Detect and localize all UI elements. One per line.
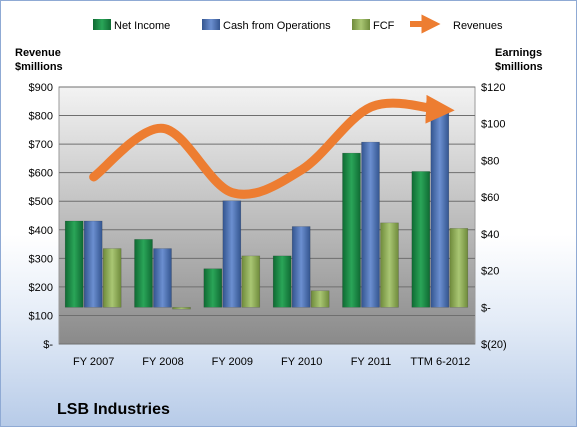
gridlines	[59, 86, 475, 345]
bar-cash-from-operations	[291, 226, 311, 308]
left-tick-label: $900	[29, 82, 53, 94]
x-tick-label: FY 2011	[351, 356, 392, 368]
bar-fcf	[380, 222, 399, 308]
bar-fcf	[102, 248, 122, 308]
legend-label-revenues: Revenues	[453, 20, 503, 32]
right-tick-label: $40	[481, 229, 499, 241]
bar-cash-from-operations	[430, 110, 450, 308]
legend-label-cash-ops: Cash from Operations	[223, 20, 331, 32]
x-tick-label: TTM 6-2012	[410, 356, 470, 368]
bar-cash-from-operations	[153, 248, 172, 308]
left-axis-title-line1: Revenue	[15, 47, 61, 59]
left-tick-label: $500	[29, 196, 53, 208]
bar-cash-from-operations	[222, 200, 242, 308]
x-tick-label: FY 2009	[212, 356, 253, 368]
legend-swatch-net-income	[93, 19, 111, 30]
right-axis-title-line1: Earnings	[495, 47, 542, 59]
bar-fcf	[241, 255, 261, 308]
right-tick-label: $60	[481, 192, 499, 204]
left-tick-label: $-	[43, 339, 53, 351]
left-axis-title-line2: $millions	[15, 61, 63, 73]
bar-fcf	[172, 307, 191, 310]
left-axis-ticks: $- $100 $200 $300 $400 $500 $600 $700 $800 $900	[29, 82, 54, 351]
right-tick-label: $120	[481, 82, 505, 94]
x-tick-label: FY 2010	[281, 356, 322, 368]
bar-net-income	[64, 220, 84, 308]
legend: Net Income Cash from Operations FCF Reve…	[93, 14, 503, 34]
company-name: LSB Industries	[57, 401, 170, 418]
revenue-line	[89, 94, 455, 199]
bar-net-income	[134, 239, 153, 308]
bar-net-income	[203, 268, 223, 308]
legend-swatch-cash-ops	[202, 19, 220, 30]
legend-label-net-income: Net Income	[114, 20, 170, 32]
x-axis-ticks: FY 2007 FY 2008 FY 2009 FY 2010 FY 2011 TTM 6…	[73, 356, 470, 368]
right-axis-title-line2: $millions	[495, 61, 543, 73]
right-tick-label: $80	[481, 155, 499, 167]
left-tick-label: $700	[29, 139, 53, 151]
x-tick-label: FY 2007	[73, 356, 114, 368]
left-tick-label: $200	[29, 282, 53, 294]
bar-net-income	[272, 255, 292, 308]
right-tick-label: $20	[481, 266, 499, 278]
bar-net-income	[411, 171, 431, 308]
left-tick-label: $400	[29, 225, 53, 237]
bar-fcf	[449, 228, 469, 308]
right-tick-label: $-	[481, 302, 491, 314]
bar-net-income	[342, 152, 361, 308]
left-tick-label: $800	[29, 111, 53, 123]
legend-swatch-fcf	[352, 19, 370, 30]
bar-cash-from-operations	[361, 141, 380, 308]
x-tick-label: FY 2008	[142, 356, 183, 368]
right-tick-label: $(20)	[481, 339, 507, 351]
bar-fcf	[310, 290, 330, 308]
legend-label-fcf: FCF	[373, 20, 395, 32]
right-axis-ticks: $(20) $- $20 $40 $60 $80 $100 $120	[481, 82, 507, 351]
bar-series	[64, 110, 469, 310]
bar-cash-from-operations	[83, 220, 103, 308]
plot-area	[58, 86, 476, 345]
left-tick-label: $100	[29, 310, 53, 322]
left-tick-label: $300	[29, 253, 53, 265]
revenue-line-path	[89, 94, 455, 199]
left-tick-label: $600	[29, 168, 53, 180]
right-tick-label: $100	[481, 119, 505, 131]
